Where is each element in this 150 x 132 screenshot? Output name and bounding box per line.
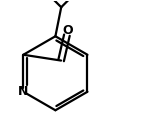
Text: N: N: [18, 85, 28, 98]
Text: O: O: [62, 24, 73, 37]
